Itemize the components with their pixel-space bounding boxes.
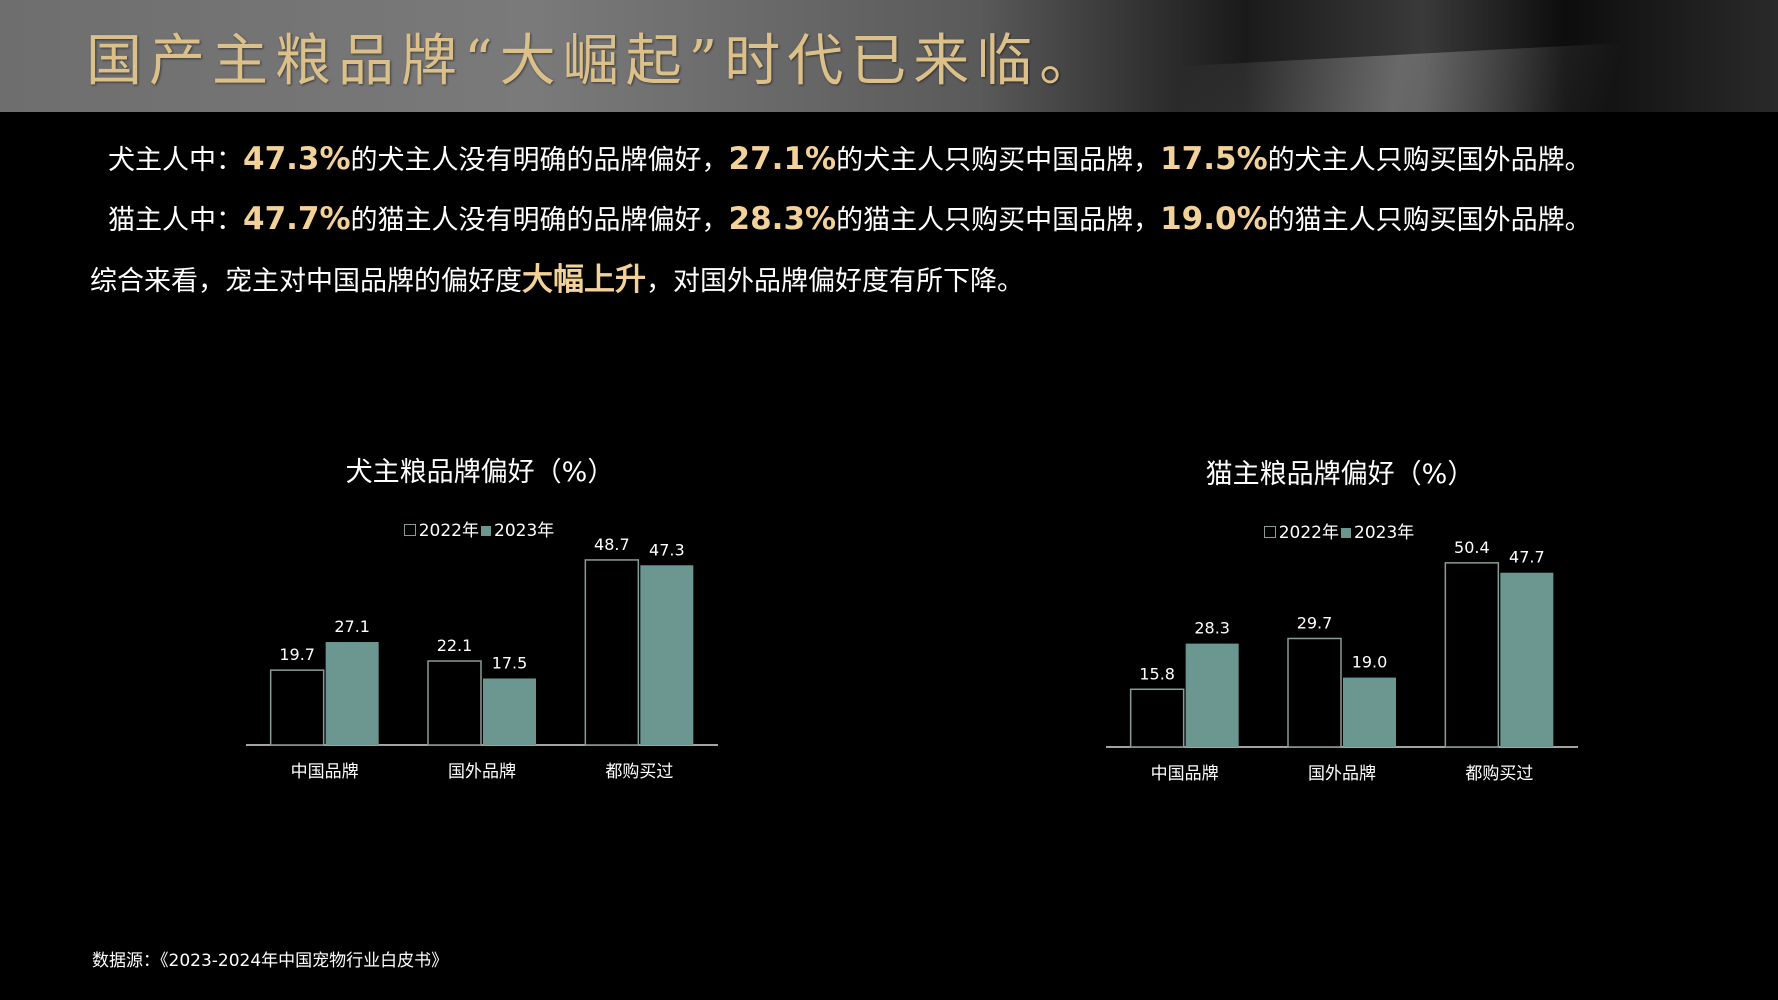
dog-data-label-2023-3: 47.3: [649, 540, 685, 559]
cat-food-brand-chart: 猫主粮品牌偏好（%） 2022年 2023年 15.8 28.3 中国品牌 29.7 19…: [1080, 452, 1600, 812]
dog-bar-2023-3: [640, 565, 694, 745]
summary-conclusion-line: 综合来看，宠主对中国品牌的偏好度大幅上升，对国外品牌偏好度有所下降。: [90, 254, 1024, 299]
summary-cat-line: 猫主人中：47.7%的猫主人没有明确的品牌偏好，28.3%的猫主人只购买中国品牌…: [108, 198, 1592, 237]
dog-chart-plot: 19.7 27.1 中国品牌 22.1 17.5 国外品牌 48.7 47.3 都购买过: [246, 535, 718, 782]
cat-bar-2022-3: [1444, 562, 1500, 748]
summary-dog-text-1: 的犬主人没有明确的品牌偏好，: [350, 145, 729, 176]
cat-chart-plot: 15.8 28.3 中国品牌 29.7 19.0 国外品牌 50.4 47.7 都购买过: [1106, 538, 1578, 784]
dog-data-label-2022-2: 22.1: [437, 636, 473, 655]
dog-category-label-2: 国外品牌: [448, 762, 516, 782]
dog-food-brand-chart: 犬主粮品牌偏好（%） 2022年 2023年 19.7 27.1 中国品牌 22.1 17…: [220, 450, 740, 810]
summary-dog-text-2: 的犬主人只购买中国品牌，: [836, 145, 1161, 176]
summary-cat-text-2: 的猫主人只购买中国品牌，: [836, 205, 1161, 236]
summary-cat-prefix: 猫主人中：: [108, 205, 243, 236]
dog-bar-2022-3: [584, 559, 640, 746]
dog-category-label-3: 都购买过: [605, 762, 673, 782]
dog-data-label-2022-1: 19.7: [279, 645, 315, 664]
dog-data-label-2023-1: 27.1: [334, 617, 370, 636]
dog-bar-2022-1: [269, 669, 325, 746]
summary-dog-value-1: 47.3%: [243, 141, 351, 177]
dog-category-label-1: 中国品牌: [291, 762, 359, 782]
cat-category-label-3: 都购买过: [1465, 764, 1533, 784]
summary-cat-text-3: 的猫主人只购买国外品牌。: [1267, 205, 1592, 236]
summary-conclusion-b: ，对国外品牌偏好度有所下降。: [646, 266, 1024, 297]
legend-swatch-2023: [1341, 528, 1351, 538]
cat-data-label-2022-2: 29.7: [1297, 613, 1333, 632]
dog-chart-title: 犬主粮品牌偏好（%）: [345, 457, 615, 488]
dog-data-label-2023-2: 17.5: [492, 654, 528, 673]
legend-label-2022: 2022年: [1278, 523, 1339, 543]
cat-bar-2022-1: [1129, 688, 1185, 748]
cat-data-label-2023-1: 28.3: [1194, 619, 1230, 638]
header-shine: [1180, 33, 1778, 112]
page-title: 国产主粮品牌“大崛起”时代已来临。: [86, 29, 1103, 94]
cat-data-label-2023-2: 19.0: [1352, 653, 1388, 672]
cat-bar-2022-2: [1287, 637, 1342, 748]
legend-swatch-2022: [403, 524, 416, 536]
legend-swatch-2023: [481, 526, 491, 536]
dog-bar-2023-2: [483, 678, 536, 745]
legend-label-2022: 2022年: [418, 521, 479, 541]
cat-chart-title: 猫主粮品牌偏好（%）: [1205, 459, 1475, 490]
dog-chart-legend: 2022年 2023年: [220, 516, 740, 541]
dog-bar-2023-1: [325, 642, 379, 745]
dog-data-label-2022-3: 48.7: [594, 535, 630, 554]
summary-conclusion-emphasis: 大幅上升: [522, 262, 646, 298]
cat-data-label-2022-3: 50.4: [1454, 538, 1490, 557]
dog-bar-2022-2: [427, 660, 482, 746]
cat-category-label-1: 中国品牌: [1151, 764, 1219, 784]
cat-chart-legend: 2022年 2023年: [1080, 518, 1600, 543]
cat-category-label-2: 国外品牌: [1308, 764, 1376, 784]
cat-bar-2023-2: [1343, 677, 1396, 747]
summary-dog-text-3: 的犬主人只购买国外品牌。: [1267, 145, 1592, 176]
data-source-note: 数据源：《2023-2024年中国宠物行业白皮书》: [92, 951, 449, 971]
legend-label-2023: 2023年: [1354, 523, 1415, 543]
cat-data-label-2022-1: 15.8: [1139, 664, 1175, 683]
summary-dog-value-3: 17.5%: [1160, 141, 1268, 177]
summary-cat-text-1: 的猫主人没有明确的品牌偏好，: [350, 205, 729, 236]
cat-data-label-2023-3: 47.7: [1509, 548, 1545, 567]
cat-bar-2023-3: [1500, 572, 1554, 747]
summary-conclusion-a: 综合来看，宠主对中国品牌的偏好度: [90, 266, 522, 297]
header-banner: 国产主粮品牌“大崛起”时代已来临。: [0, 0, 1778, 112]
summary-cat-value-1: 47.7%: [243, 201, 351, 237]
legend-swatch-2022: [1263, 526, 1276, 538]
summary-dog-prefix: 犬主人中：: [108, 145, 243, 176]
legend-label-2023: 2023年: [494, 521, 555, 541]
cat-bar-2023-1: [1185, 643, 1239, 747]
summary-dog-value-2: 27.1%: [728, 141, 837, 177]
summary-cat-value-2: 28.3%: [728, 201, 837, 237]
summary-cat-value-3: 19.0%: [1160, 201, 1268, 237]
summary-dog-line: 犬主人中：47.3%的犬主人没有明确的品牌偏好，27.1%的犬主人只购买中国品牌…: [108, 138, 1592, 177]
